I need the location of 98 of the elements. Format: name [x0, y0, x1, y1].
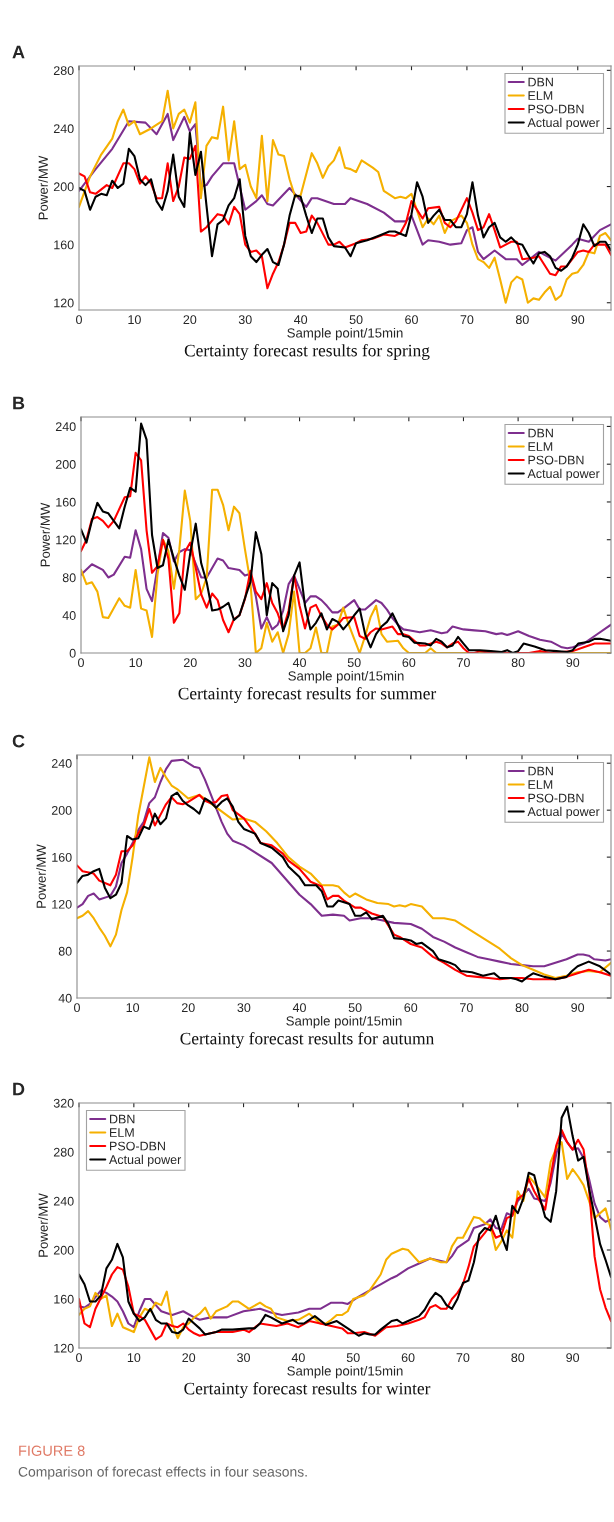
x-tick-label: 40 [294, 315, 308, 325]
x-tick-label: 10 [128, 315, 141, 325]
x-tick-label: 80 [515, 315, 529, 325]
x-tick-label: 40 [291, 1353, 305, 1363]
y-tick-label: 160 [54, 1294, 74, 1304]
legend-label: PSO-DBN [528, 793, 584, 803]
y-tick-label: 120 [56, 535, 76, 545]
y-tick-label: 240 [53, 124, 74, 134]
legend-label: PSO-DBN [110, 1141, 165, 1151]
x-tick-label: 50 [349, 315, 363, 325]
x-tick-label: 20 [183, 315, 197, 325]
text: Certainty forecast results for autumn [180, 1032, 435, 1048]
y-tick-label: 240 [53, 1196, 74, 1206]
x-tick-label: 70 [456, 1353, 470, 1363]
text: Certainty forecast results for summer [178, 687, 437, 703]
chart-title: C [12, 734, 25, 748]
y-tick-label: 240 [51, 759, 72, 768]
chart-title: B [13, 396, 25, 410]
x-tick-label: 60 [405, 315, 418, 325]
y-tick-label: 120 [54, 298, 74, 308]
legend-label: ELM [528, 780, 553, 789]
y-axis-title: Power/MW [40, 502, 50, 567]
x-axis-title: Sample point/15min [287, 327, 403, 341]
legend-label: Actual power [527, 806, 600, 819]
y-tick-label: 80 [58, 946, 72, 956]
y-tick-label: 40 [62, 611, 76, 620]
line-series [79, 89, 611, 304]
legend-label: PSO-DBN [528, 455, 584, 465]
x-tick-label: 0 [78, 658, 84, 668]
chart-title: D [13, 1082, 25, 1096]
y-tick-label: 0 [69, 648, 76, 658]
line-series [79, 144, 611, 290]
y-tick-label: 120 [54, 1343, 74, 1353]
x-tick-label: 20 [183, 658, 197, 668]
x-tick-label: 40 [292, 1003, 306, 1013]
y-tick-label: 240 [55, 422, 76, 432]
line-series [81, 529, 611, 650]
y-tick-label: 200 [51, 805, 72, 815]
y-tick-label: 160 [56, 497, 76, 507]
y-tick-label: 280 [53, 1147, 74, 1157]
text: Certainty forecast results for spring [184, 344, 430, 360]
legend-label: DBN [110, 1114, 135, 1124]
legend-label: Actual power [109, 1154, 182, 1167]
legend-label: DBN [528, 766, 553, 776]
legend-label: Actual power [527, 468, 600, 481]
x-tick-label: 60 [404, 1003, 418, 1013]
x-axis-title: Sample point/15min [287, 1365, 403, 1379]
x-tick-label: 80 [515, 1003, 529, 1013]
x-tick-label: 10 [129, 658, 143, 668]
y-axis-title: Power/MW [36, 844, 46, 908]
y-axis-title: Power/MW [38, 155, 48, 220]
y-tick-label: 120 [52, 899, 72, 909]
x-tick-label: 80 [511, 1353, 525, 1363]
x-tick-label: 30 [238, 315, 252, 325]
x-tick-label: 20 [182, 1353, 196, 1363]
y-tick-label: 320 [53, 1098, 74, 1108]
x-tick-label: 50 [346, 1353, 360, 1363]
x-tick-label: 40 [292, 658, 307, 668]
y-tick-label: 200 [53, 182, 74, 192]
x-tick-label: 30 [238, 658, 252, 668]
legend-label: DBN [528, 77, 553, 87]
y-tick-label: 280 [53, 66, 74, 76]
x-tick-label: 50 [348, 1003, 362, 1013]
legend-label: ELM [528, 91, 553, 100]
x-tick-label: 30 [237, 1003, 251, 1013]
x-tick-label: 70 [457, 658, 470, 668]
y-tick-label: 160 [54, 240, 74, 250]
legend-label: ELM [110, 1128, 134, 1137]
x-tick-label: 50 [347, 658, 361, 668]
y-tick-label: 200 [53, 1245, 74, 1255]
y-tick-label: 200 [55, 460, 76, 469]
legend-label: ELM [528, 442, 553, 451]
x-tick-label: 60 [401, 1353, 415, 1363]
x-tick-label: 20 [181, 1003, 195, 1013]
y-tick-label: 40 [58, 993, 72, 1003]
x-tick-label: 10 [127, 1353, 141, 1363]
x-tick-label: 70 [460, 315, 474, 325]
x-tick-label: 90 [566, 1353, 580, 1363]
x-tick-label: 30 [237, 1353, 250, 1363]
y-tick-label: 80 [62, 573, 76, 583]
x-axis-title: Sample point/15min [288, 670, 404, 684]
x-tick-label: 90 [566, 658, 580, 668]
x-axis-title: Sample point/15min [286, 1015, 402, 1029]
legend-label: Actual power [527, 117, 600, 130]
x-tick-label: 80 [511, 658, 525, 668]
x-tick-label: 60 [402, 658, 416, 668]
legend-label: DBN [528, 428, 553, 438]
x-tick-label: 70 [460, 1003, 473, 1013]
text: Comparison of forecast effects in four seasons. [18, 1466, 307, 1480]
y-tick-label: 160 [52, 852, 72, 862]
x-tick-label: 90 [571, 315, 585, 325]
chart-title: A [12, 45, 25, 59]
y-axis-title: Power/MW [38, 1193, 48, 1257]
legend-label: PSO-DBN [528, 104, 584, 114]
x-tick-label: 90 [571, 1003, 585, 1013]
x-tick-label: 10 [126, 1003, 140, 1013]
caption: FIGURE 8 [19, 1445, 85, 1456]
text: Certainty forecast results for winter [184, 1382, 431, 1398]
